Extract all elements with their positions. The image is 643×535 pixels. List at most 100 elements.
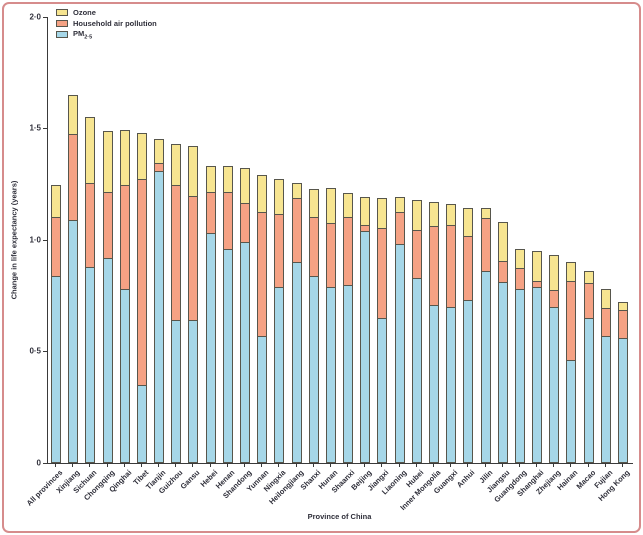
bar-segment-ozone [377,198,387,229]
y-tick-mark [43,240,47,241]
x-tick-mark [210,464,211,467]
bar-segment-pm2-5 [360,231,370,463]
bar-segment-ozone [103,131,113,193]
bar-segment-ozone [326,188,336,224]
bar-segment-household-air-pollution [412,230,422,279]
bar [618,302,628,463]
y-tick-mark [43,128,47,129]
bar-segment-pm2-5 [584,318,594,463]
bar-segment-pm2-5 [481,271,491,463]
bar-segment-household-air-pollution [171,185,181,321]
x-tick-mark [450,464,451,467]
bar-segment-pm2-5 [206,233,216,463]
bar-segment-household-air-pollution [274,214,284,288]
bar-segment-household-air-pollution [377,228,387,319]
bar [120,130,130,463]
x-tick-mark [261,464,262,467]
bar-segment-pm2-5 [257,336,267,463]
bar-segment-household-air-pollution [566,281,576,361]
bar-segment-pm2-5 [377,318,387,463]
x-tick-mark [313,464,314,467]
bar-segment-pm2-5 [463,300,473,463]
bar [498,222,508,463]
bar-segment-ozone [292,183,302,199]
bar-segment-ozone [446,204,456,226]
bar-segment-household-air-pollution [206,192,216,234]
legend-label-household-air-pollution: Household air pollution [73,19,157,28]
bar-segment-household-air-pollution [292,198,302,263]
bar [137,133,147,463]
bar-segment-ozone [566,262,576,282]
bar-segment-ozone [463,208,473,237]
bar [257,175,267,463]
bar [274,179,284,463]
bar-segment-pm2-5 [429,305,439,463]
bar-segment-household-air-pollution [601,308,611,337]
x-axis-title: Province of China [307,512,372,521]
bar-segment-pm2-5 [326,287,336,463]
bar-segment-household-air-pollution [240,203,250,243]
y-tick-label: 2·0 [29,12,41,22]
x-tick-mark [467,464,468,467]
bar [206,166,216,463]
x-tick-mark [89,464,90,467]
bar-segment-pm2-5 [103,258,113,463]
bar [463,208,473,463]
legend-item-pm25: PM2·5 [56,29,157,40]
x-tick-mark [519,464,520,467]
bar-segment-ozone [257,175,267,213]
bar [223,166,233,463]
bar-segment-ozone [309,189,319,218]
bar-segment-household-air-pollution [103,192,113,259]
bar [51,185,61,463]
bar [481,208,491,463]
bar-segment-household-air-pollution [137,179,147,386]
bar-segment-pm2-5 [515,289,525,463]
bar-segment-ozone [412,200,422,231]
y-tick-mark [43,351,47,352]
bar-segment-ozone [532,251,542,282]
bar-segment-household-air-pollution [68,134,78,221]
bar-segment-ozone [343,193,353,218]
bar-segment-household-air-pollution [188,196,198,321]
bar [68,95,78,463]
x-tick-mark [192,464,193,467]
bar-segment-household-air-pollution [463,236,473,301]
y-tick-mark [43,463,47,464]
bar-segment-household-air-pollution [515,268,525,290]
bar [188,146,198,463]
x-tick-mark [141,464,142,467]
legend-item-ozone: Ozone [56,8,157,17]
x-tick-mark [485,464,486,467]
legend-item-household-air-pollution: Household air pollution [56,19,157,28]
y-tick-label: 0·5 [29,346,41,356]
bar-segment-pm2-5 [68,220,78,463]
bar [395,197,405,463]
bar-segment-pm2-5 [188,320,198,463]
x-tick-mark [381,464,382,467]
x-tick-mark [588,464,589,467]
y-tick-mark [43,17,47,18]
y-tick-label: 0 [36,458,41,468]
bar-segment-household-air-pollution [498,261,508,283]
bar-segment-ozone [240,168,250,204]
bar-segment-ozone [171,144,181,186]
bar-segment-ozone [137,133,147,180]
bar-segment-ozone [51,185,61,218]
bar-segment-pm2-5 [498,282,508,463]
bar-segment-pm2-5 [51,276,61,463]
x-tick-mark [364,464,365,467]
x-tick-mark [570,464,571,467]
bar-segment-pm2-5 [154,171,164,463]
bar [532,251,542,463]
x-tick-mark [347,464,348,467]
bar-segment-pm2-5 [309,276,319,463]
y-tick-label: 1·0 [29,235,41,245]
plot-area [47,17,633,464]
bar-segment-pm2-5 [601,336,611,463]
bar [292,183,302,463]
bar [412,200,422,463]
bar-segment-pm2-5 [240,242,250,463]
x-tick-mark [553,464,554,467]
